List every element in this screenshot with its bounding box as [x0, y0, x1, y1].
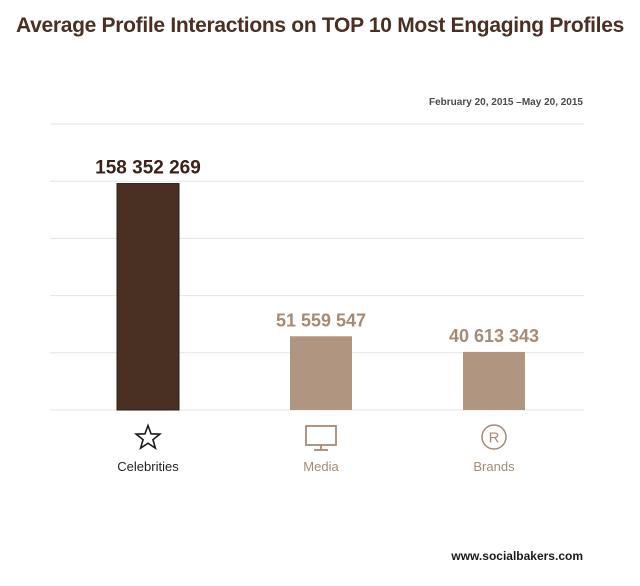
value-label: 158 352 269: [95, 158, 201, 179]
star-icon: [133, 423, 163, 450]
bar-media: [290, 336, 352, 410]
category-icons: R: [133, 423, 507, 451]
category-label: Media: [303, 459, 339, 474]
source-credit: www.socialbakers.com: [451, 549, 583, 563]
category-label: Celebrities: [117, 459, 179, 474]
bar-brands: [463, 351, 525, 410]
category-label: Brands: [473, 459, 515, 474]
monitor-icon: [305, 425, 337, 451]
chart-title: Average Profile Interactions on TOP 10 M…: [16, 14, 624, 37]
svg-text:R: R: [489, 430, 500, 447]
bars: 158 352 269 Celebrities 51 559 547 Media 40 …: [95, 158, 539, 474]
date-range: February 20, 2015 –May 20, 2015: [429, 97, 583, 108]
value-label: 51 559 547: [276, 310, 366, 330]
registered-icon: R: [481, 424, 507, 450]
bar-celebrities: [116, 183, 180, 411]
value-label: 40 613 343: [449, 326, 539, 346]
